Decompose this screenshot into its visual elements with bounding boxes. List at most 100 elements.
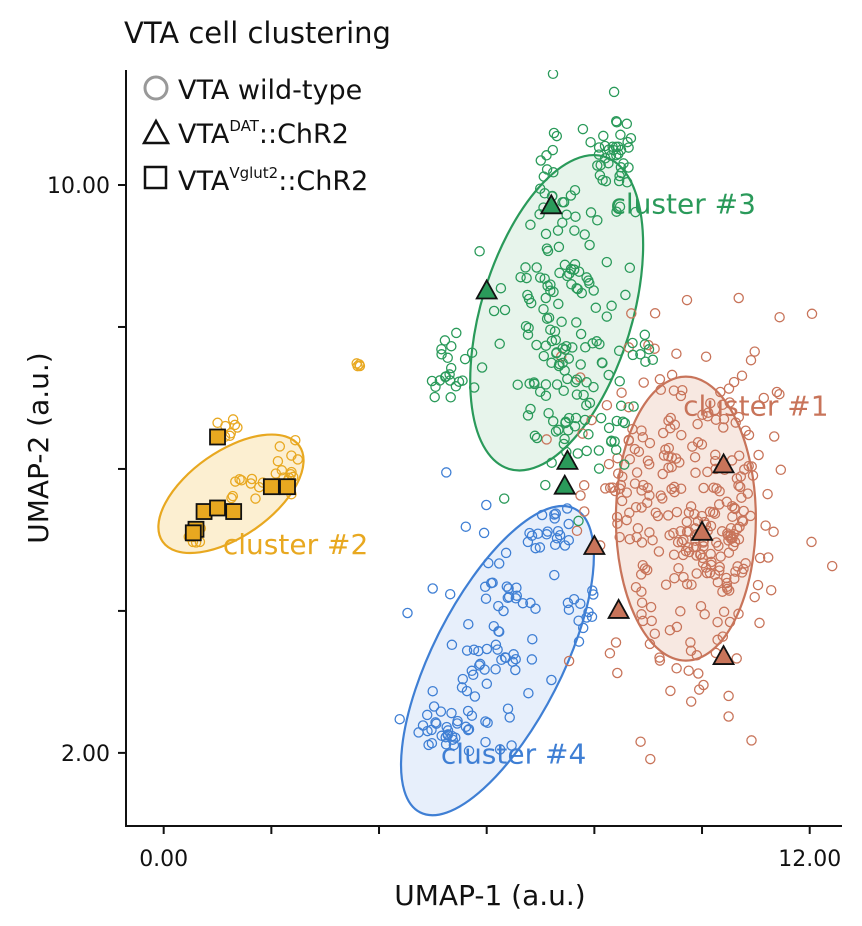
cluster-1-wildtype-point xyxy=(674,457,685,468)
cluster-4-wildtype-point xyxy=(562,597,574,609)
cluster-4-wildtype-point xyxy=(549,539,561,551)
cluster-3-wildtype-point xyxy=(611,117,623,128)
cluster-3-wildtype-point xyxy=(567,342,578,353)
cluster-3-wildtype-point xyxy=(585,136,596,148)
cluster-1-wildtype-point xyxy=(623,434,635,446)
cluster-3-wildtype-point xyxy=(619,417,631,429)
cluster-3-wildtype-point xyxy=(522,410,534,421)
cluster-1-wildtype-point xyxy=(702,407,714,418)
cluster-3-wildtype-point xyxy=(613,148,624,160)
cluster-2-wildtype-point xyxy=(232,422,243,433)
cluster-3-wildtype-point xyxy=(564,268,575,279)
cluster-3-wildtype-point xyxy=(439,335,451,346)
cluster-1-wildtype-point xyxy=(749,591,760,603)
cluster-3-wildtype-point xyxy=(590,302,602,314)
cluster-1-wildtype-point xyxy=(725,522,737,534)
cluster-4-wildtype-point xyxy=(427,583,438,594)
cluster-3-wildtype-point xyxy=(538,303,549,315)
cluster-1-wildtype-point xyxy=(649,628,661,639)
cluster-4-wildtype-point xyxy=(480,593,492,604)
cluster-4-wildtype-point xyxy=(563,518,574,530)
legend-wt-suffix: wild-type xyxy=(229,75,362,106)
cluster-3-wildtype-point xyxy=(540,379,552,390)
cluster-1-wildtype-point xyxy=(695,549,706,561)
cluster-3-wildtype-point xyxy=(553,298,564,310)
cluster-2-wildtype-point xyxy=(227,414,239,425)
cluster-3-wildtype-point xyxy=(581,445,592,457)
cluster-2-wildtype-point xyxy=(229,419,241,431)
cluster-4-wildtype-point xyxy=(417,720,429,731)
cluster-1-wildtype-point xyxy=(722,530,734,541)
cluster-3-wildtype-point xyxy=(607,141,618,152)
cluster-3-wildtype-point xyxy=(476,362,488,373)
cluster-3-wildtype-point xyxy=(640,356,651,367)
cluster-3-wildtype-point xyxy=(474,246,485,257)
cluster-4-wildtype-point xyxy=(460,521,472,532)
cluster-1-wildtype-point xyxy=(676,429,687,441)
cluster-3-wildtype-point xyxy=(619,459,630,470)
cluster-3-wildtype-point xyxy=(446,340,457,352)
cluster-3-wildtype-point xyxy=(579,229,590,240)
y-tick-label-2: 2.00 xyxy=(61,742,110,767)
cluster-1-wildtype-point xyxy=(681,516,693,528)
cluster-1-wildtype-point xyxy=(579,506,590,517)
cluster-4-wildtype-point xyxy=(448,739,460,751)
cluster-1-wildtype-point xyxy=(724,397,735,408)
cluster-4-wildtype-point xyxy=(457,673,469,685)
cluster-3-wildtype-point xyxy=(550,426,562,437)
cluster-1-wildtype-point xyxy=(697,409,708,421)
cluster-1-wildtype-point xyxy=(771,386,783,398)
cluster-3-wildtype-point xyxy=(585,207,597,218)
cluster-3-wildtype-point xyxy=(547,144,559,156)
cluster-3-wildtype-point xyxy=(558,438,570,450)
cluster-1-wildtype-point xyxy=(723,690,734,702)
cluster-1-wildtype-point xyxy=(687,441,698,452)
cluster-4-wildtype-point xyxy=(402,607,413,619)
cluster-3-wildtype-point xyxy=(554,358,565,370)
cluster-1-dat-chr2-marker xyxy=(712,644,736,665)
cluster-1-wildtype-point xyxy=(731,653,742,664)
cluster-3-wildtype-point xyxy=(539,273,550,284)
cluster-1-wildtype-point xyxy=(636,502,647,513)
cluster-1-wildtype-point xyxy=(600,483,611,494)
cluster-1-wildtype-point xyxy=(623,401,634,413)
cluster-1-wildtype-point xyxy=(641,564,653,576)
legend-entry-dat: VTADAT::ChR2 xyxy=(178,117,349,150)
cluster-1-wildtype-point xyxy=(723,585,735,596)
cluster-2-label: cluster #2 xyxy=(223,528,368,561)
cluster-1-wildtype-point xyxy=(660,579,672,590)
cluster-1-wildtype-point xyxy=(666,369,678,381)
cluster-1-wildtype-point xyxy=(603,458,615,470)
cluster-1-wildtype-point xyxy=(669,481,680,493)
cluster-3-wildtype-point xyxy=(538,171,550,182)
cluster-1-wildtype-point xyxy=(676,536,688,548)
cluster-3-wildtype-point xyxy=(593,445,605,456)
cluster-1-wildtype-point xyxy=(733,480,744,491)
cluster-1-wildtype-point xyxy=(632,523,644,534)
cluster-3-wildtype-point xyxy=(571,389,583,400)
cluster-4-wildtype-point xyxy=(493,558,505,569)
cluster-2-wildtype-point xyxy=(250,493,261,504)
cluster-1-wildtype-point xyxy=(612,468,624,479)
cluster-1-wildtype-point xyxy=(706,556,717,568)
cluster-3-wildtype-point xyxy=(541,313,553,324)
cluster-4-wildtype-point xyxy=(481,499,492,511)
cluster-3-wildtype-point xyxy=(520,262,531,273)
cluster-1-wildtype-point xyxy=(630,501,642,513)
cluster-3-wildtype-point xyxy=(570,412,582,424)
cluster-3-wildtype-point xyxy=(548,167,559,178)
cluster-3-dat-chr2-marker xyxy=(539,193,563,215)
cluster-4-wildtype-point xyxy=(441,721,452,733)
cluster-1-wildtype-point xyxy=(624,454,636,465)
cluster-4-wildtype-point xyxy=(526,654,538,665)
cluster-1-wildtype-point xyxy=(758,392,770,404)
cluster-3-dat-chr2-marker xyxy=(555,448,579,470)
cluster-4-wildtype-point xyxy=(467,669,479,681)
cluster-1-wildtype-point xyxy=(733,534,745,545)
cluster-1-wildtype-point xyxy=(662,510,674,521)
cluster-4-wildtype-point xyxy=(554,529,566,541)
cluster-1-wildtype-point xyxy=(760,520,771,531)
cluster-4-wildtype-point xyxy=(490,664,501,675)
cluster-4-wildtype-point xyxy=(490,639,502,651)
cluster-1-wildtype-point xyxy=(612,452,623,464)
